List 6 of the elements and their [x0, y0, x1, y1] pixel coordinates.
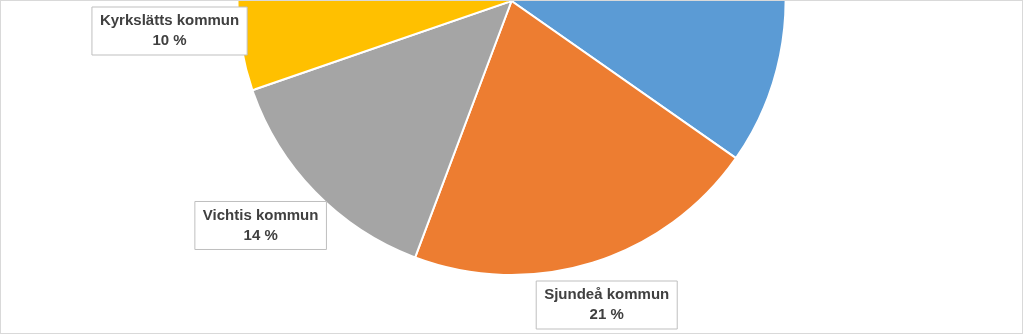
- slice-label: Kyrkslätts kommun: [99, 11, 240, 29]
- data-label: 21 %: [589, 305, 624, 323]
- data-label: 10 %: [152, 31, 187, 49]
- slice-label: Sjundeå kommun: [544, 285, 670, 303]
- data-label: 14 %: [243, 225, 278, 243]
- slice-label: Vichtis kommun: [202, 205, 319, 223]
